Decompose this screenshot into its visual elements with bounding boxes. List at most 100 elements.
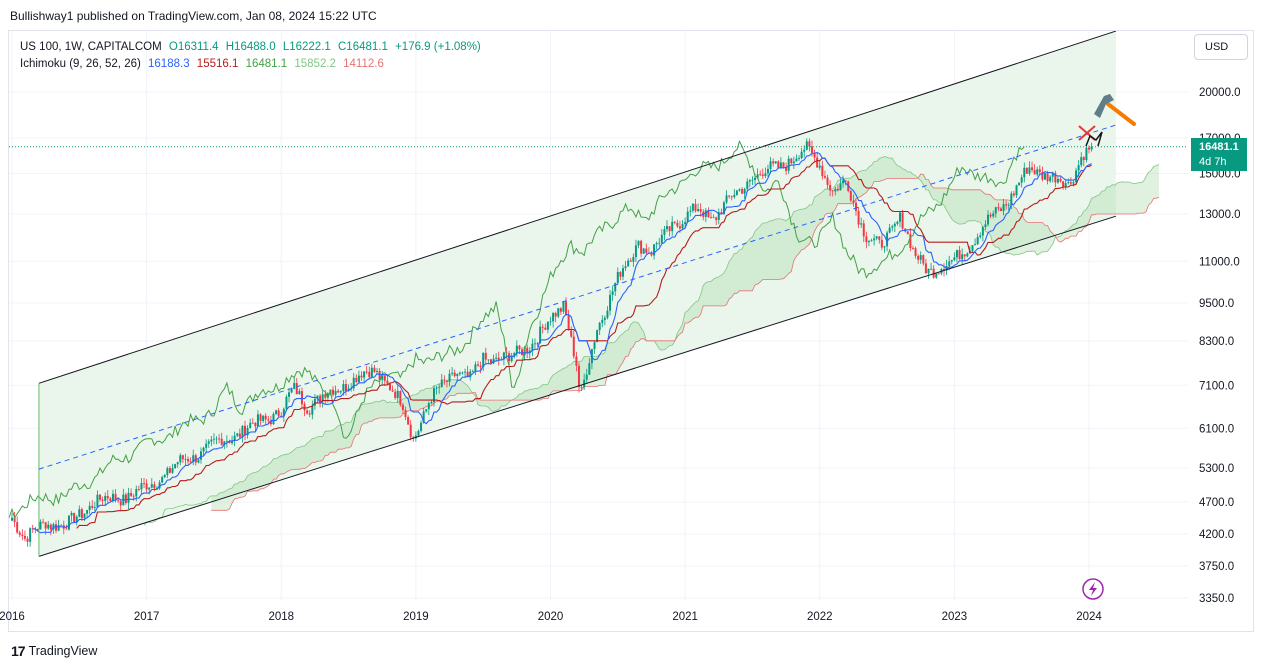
candle bbox=[466, 371, 469, 378]
candle bbox=[249, 422, 252, 429]
candle bbox=[401, 404, 404, 410]
candle bbox=[47, 524, 50, 529]
candle bbox=[666, 226, 669, 230]
candle bbox=[624, 266, 627, 269]
candle bbox=[42, 521, 45, 523]
candle bbox=[699, 209, 702, 212]
candle bbox=[1088, 147, 1090, 150]
candle bbox=[596, 330, 599, 343]
candle bbox=[70, 512, 73, 516]
candle bbox=[471, 371, 474, 372]
candle bbox=[609, 294, 612, 311]
candle bbox=[733, 194, 736, 198]
candle bbox=[171, 467, 174, 473]
candle bbox=[262, 415, 265, 421]
candle bbox=[955, 250, 958, 258]
candle bbox=[782, 162, 785, 168]
y-axis-label: 13000.0 bbox=[1199, 209, 1241, 221]
y-axis-label: 11000.0 bbox=[1199, 256, 1240, 268]
publish-line: Bullishway1 published on TradingView.com… bbox=[10, 9, 377, 23]
legend-symbol[interactable]: US 100, 1W, CAPITALCOM bbox=[20, 41, 162, 53]
candle bbox=[49, 524, 52, 530]
candle bbox=[383, 375, 386, 381]
lightning-icon[interactable] bbox=[1082, 578, 1104, 600]
candle bbox=[140, 483, 143, 490]
candle bbox=[344, 384, 347, 391]
candle bbox=[1020, 177, 1023, 183]
candle bbox=[1023, 167, 1026, 178]
last-price-value: 16481.1 bbox=[1199, 141, 1239, 153]
candle bbox=[161, 477, 164, 483]
legend-indicator[interactable]: Ichimoku (9, 26, 52, 26) bbox=[20, 58, 141, 70]
candle bbox=[448, 373, 451, 382]
candle bbox=[852, 200, 855, 203]
candle bbox=[759, 174, 762, 176]
candle bbox=[21, 534, 24, 536]
candle bbox=[334, 390, 337, 395]
candle bbox=[994, 207, 997, 214]
candle bbox=[396, 390, 399, 398]
candle bbox=[44, 522, 47, 529]
legend: US 100, 1W, CAPITALCOM O16311.4 H16488.0… bbox=[20, 39, 485, 73]
candle bbox=[725, 195, 728, 203]
candle bbox=[748, 180, 751, 182]
candle bbox=[541, 326, 544, 328]
candle bbox=[720, 212, 723, 214]
candle bbox=[963, 254, 966, 257]
candle bbox=[313, 398, 316, 406]
candle bbox=[728, 195, 731, 197]
candle bbox=[464, 371, 467, 373]
channel-lower-line bbox=[38, 215, 1117, 557]
candle bbox=[777, 161, 780, 168]
candle bbox=[585, 374, 588, 380]
candle bbox=[205, 443, 208, 448]
candle bbox=[210, 439, 213, 442]
candle bbox=[300, 391, 303, 405]
candle bbox=[865, 236, 868, 243]
tradingview-logo[interactable]: 17 TradingView bbox=[11, 643, 97, 659]
candle bbox=[337, 390, 340, 393]
candle bbox=[741, 189, 744, 194]
candle bbox=[236, 433, 239, 436]
candle bbox=[785, 167, 788, 171]
candle bbox=[901, 212, 904, 229]
candle bbox=[689, 210, 692, 212]
candle bbox=[818, 165, 821, 168]
candle bbox=[223, 441, 226, 446]
candle bbox=[632, 256, 635, 262]
candle bbox=[394, 391, 397, 398]
candle bbox=[513, 353, 516, 356]
candle bbox=[432, 388, 435, 403]
candle bbox=[668, 226, 671, 232]
candle bbox=[924, 263, 927, 274]
ichimoku-tenkan-line bbox=[32, 152, 1092, 534]
candle bbox=[246, 428, 249, 436]
candle bbox=[1036, 169, 1039, 175]
candle bbox=[409, 424, 412, 438]
candle bbox=[368, 371, 371, 377]
candle bbox=[911, 248, 914, 249]
candle bbox=[860, 223, 863, 225]
candle bbox=[425, 409, 428, 412]
candle bbox=[269, 420, 272, 425]
candle bbox=[280, 415, 283, 417]
candle bbox=[792, 161, 795, 164]
candle bbox=[943, 269, 946, 271]
candle bbox=[774, 161, 777, 164]
candle bbox=[99, 494, 102, 500]
candle bbox=[857, 211, 860, 225]
candle bbox=[241, 425, 244, 438]
candle bbox=[233, 435, 236, 441]
candle bbox=[355, 377, 358, 383]
candle bbox=[445, 380, 448, 382]
candle bbox=[388, 383, 391, 391]
candle bbox=[880, 239, 883, 248]
candle bbox=[546, 321, 549, 330]
candle bbox=[386, 380, 389, 384]
candle bbox=[181, 455, 184, 460]
candle bbox=[634, 245, 637, 257]
candle bbox=[922, 255, 925, 264]
currency-button[interactable]: USD bbox=[1194, 34, 1248, 60]
candle bbox=[477, 364, 480, 366]
